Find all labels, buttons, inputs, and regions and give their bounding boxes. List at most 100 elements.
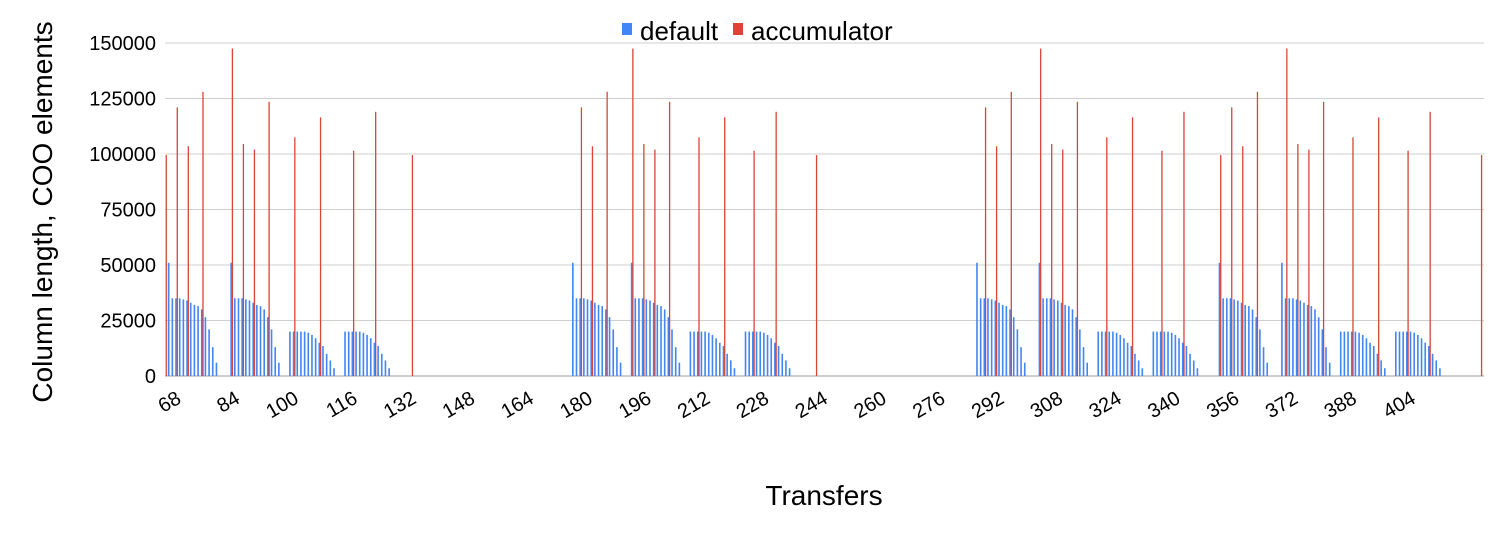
x-tick-label: 148: [439, 387, 479, 423]
bar-accumulator: [1429, 111, 1431, 376]
bar-default: [671, 329, 673, 376]
bar-default: [689, 331, 692, 376]
x-tick-label: 260: [850, 387, 890, 423]
bar-accumulator: [591, 146, 594, 376]
x-tick-label: 228: [733, 387, 773, 423]
bar-default: [355, 331, 357, 376]
bar-accumulator: [1161, 150, 1163, 376]
bar-default: [594, 302, 596, 376]
bar-default: [781, 353, 784, 376]
x-tick-label: 164: [498, 387, 538, 423]
bar-default: [200, 309, 203, 376]
bar-default: [649, 300, 651, 376]
bar-default: [318, 342, 321, 376]
bar-default: [704, 331, 706, 376]
bar-default: [674, 347, 677, 376]
bar-default: [171, 298, 174, 376]
bar-default: [1119, 334, 1122, 376]
bar-default: [296, 331, 299, 376]
bar-accumulator: [1076, 101, 1079, 376]
bar-default: [770, 338, 773, 376]
bar-default: [608, 317, 611, 376]
bar-default: [763, 332, 765, 376]
bar-default: [1137, 360, 1140, 376]
bar-default: [259, 306, 262, 376]
bar-default: [267, 317, 269, 376]
bar-default: [1372, 346, 1375, 376]
bar-default: [575, 298, 578, 376]
bar-accumulator: [411, 155, 414, 376]
x-tick-label: 324: [1086, 387, 1126, 423]
bar-default: [572, 262, 574, 376]
bar-accumulator: [1010, 91, 1012, 376]
bar-default: [1141, 368, 1144, 376]
x-tick-label: 68: [155, 387, 185, 417]
bar-default: [186, 300, 188, 376]
bar-default: [193, 304, 196, 376]
bar-default: [1001, 304, 1004, 376]
bar-default: [314, 338, 317, 376]
bar-default: [1156, 331, 1158, 376]
bar-default: [1240, 302, 1243, 376]
bar-default: [278, 362, 280, 376]
bar-default: [788, 368, 791, 376]
bar-default: [707, 332, 710, 376]
bar-default: [1042, 298, 1044, 376]
bar-default: [1060, 302, 1063, 376]
bar-default: [656, 304, 659, 376]
bar-default: [274, 347, 277, 376]
bar-default: [1406, 331, 1408, 376]
bar-default: [1369, 342, 1371, 376]
bar-accumulator: [984, 107, 987, 376]
bar-accumulator: [1183, 111, 1185, 376]
x-tick-label: 356: [1203, 387, 1243, 423]
bar-default: [1126, 342, 1129, 376]
bar-default: [752, 331, 754, 376]
bar-accumulator: [1220, 155, 1222, 376]
bar-default: [1167, 331, 1169, 376]
bar-default: [351, 331, 354, 376]
bar-default: [234, 298, 236, 376]
x-tick-label: 372: [1262, 387, 1302, 423]
bar-default: [1409, 331, 1412, 376]
bar-default: [1196, 368, 1199, 376]
bar-accumulator: [1308, 149, 1310, 376]
bar-default: [377, 346, 379, 376]
bar-default: [638, 298, 640, 376]
bar-default: [1079, 329, 1081, 376]
bar-default: [726, 353, 728, 376]
bar-default: [366, 334, 368, 376]
bar-default: [700, 331, 703, 376]
y-tick-label: 50000: [100, 255, 156, 277]
bar-default: [1016, 329, 1019, 376]
bar-accumulator: [1131, 117, 1134, 377]
bar-default: [1354, 331, 1357, 376]
bar-default: [1152, 331, 1155, 376]
bar-accumulator: [775, 111, 777, 376]
bar-default: [1435, 360, 1438, 376]
bar-default: [1226, 298, 1228, 376]
bar-default: [645, 299, 648, 376]
bar-accumulator: [1242, 146, 1244, 376]
legend-swatch-default: [622, 23, 632, 35]
bar-accumulator: [268, 101, 270, 376]
bar-default: [289, 331, 291, 376]
bar-accumulator: [253, 149, 256, 376]
bar-default: [1123, 338, 1125, 376]
bar-default: [1189, 353, 1191, 376]
bar-accumulator: [724, 117, 726, 377]
bar-default: [1439, 368, 1441, 376]
y-tick-label: 100000: [89, 144, 156, 166]
x-tick-label: 340: [1144, 387, 1184, 423]
bar-default: [1284, 298, 1287, 376]
bar-default: [329, 360, 332, 376]
bar-accumulator: [1378, 117, 1380, 377]
bar-default: [292, 331, 295, 376]
bar-default: [1310, 306, 1313, 376]
bar-accumulator: [1352, 137, 1354, 376]
grid-lines: [165, 42, 1484, 377]
bar-default: [777, 346, 780, 376]
bar-default: [1347, 331, 1349, 376]
bar-default: [678, 362, 681, 376]
bar-default: [1398, 331, 1401, 376]
